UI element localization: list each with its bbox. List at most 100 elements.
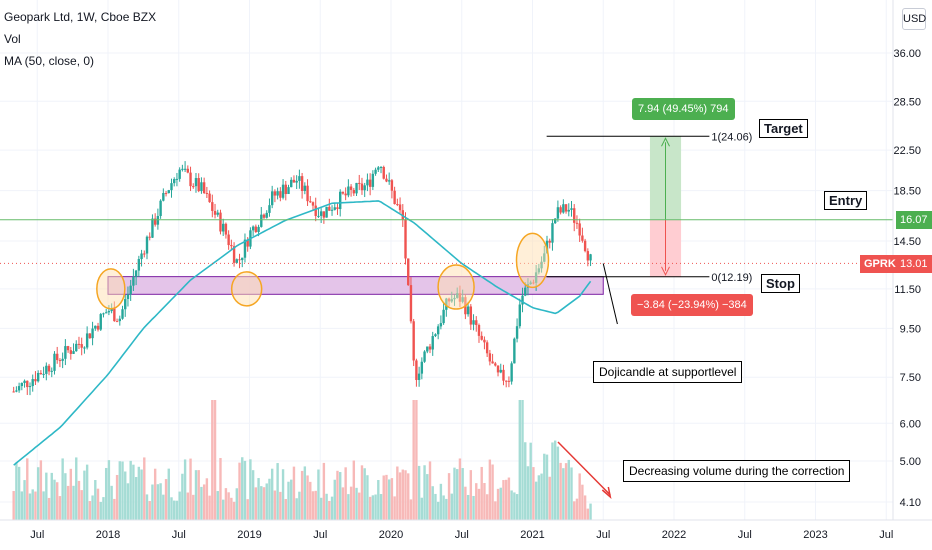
volume-bar — [241, 457, 244, 520]
volume-bar — [496, 488, 500, 520]
candle-body — [173, 179, 176, 184]
volume-bar — [426, 474, 429, 520]
volume-bar — [159, 483, 162, 520]
candle-body — [126, 294, 130, 300]
volume-bar — [428, 461, 432, 520]
volume-bar — [50, 472, 53, 520]
candle-body — [374, 169, 377, 174]
volume-bar — [564, 463, 568, 520]
candle-body — [270, 191, 274, 206]
candle-body — [34, 379, 37, 382]
volume-bar — [390, 478, 394, 520]
candle-body — [385, 178, 388, 182]
volume-bar — [273, 490, 277, 520]
candle-body — [396, 204, 399, 206]
volume-bar — [58, 496, 62, 520]
volume-bar — [213, 400, 217, 520]
candle-body — [251, 226, 255, 231]
volume-bar — [447, 473, 451, 520]
candle-body — [355, 182, 358, 194]
candle-body — [279, 191, 282, 198]
candle-body — [50, 370, 53, 372]
volume-bar — [251, 470, 255, 520]
candle-body — [262, 214, 266, 218]
time-axis: Jul 2018 Jul 2019 Jul 2020 Jul 2021 Jul 2022 Jul 20… — [0, 519, 932, 541]
volume-bar — [314, 490, 317, 520]
volume-bar — [216, 491, 219, 520]
volume-bar — [502, 480, 505, 520]
volume-bar — [339, 472, 342, 520]
volume-trend-arrow-head — [601, 486, 612, 500]
candle-body — [333, 207, 336, 210]
volume-bar — [56, 482, 59, 520]
candle-body — [548, 240, 551, 243]
volume-bar — [578, 473, 581, 520]
volume-bar — [573, 501, 576, 520]
candle-body — [336, 207, 339, 210]
volume-bar — [104, 467, 108, 520]
candle-body — [521, 295, 524, 305]
time-tick-label: 2023 — [803, 529, 827, 541]
volume-bar — [472, 495, 475, 520]
volume-bar — [499, 487, 502, 520]
time-tick-label: 2018 — [96, 529, 120, 541]
volume-bar — [456, 469, 459, 520]
candle-body — [232, 246, 236, 263]
candle-body — [339, 191, 342, 210]
candle-body — [349, 186, 353, 190]
volume-bar — [330, 496, 334, 520]
candle-body — [235, 259, 239, 263]
candle-body — [442, 309, 445, 324]
volume-bar — [336, 470, 339, 520]
volume-bar — [292, 466, 296, 520]
candle-body — [194, 178, 198, 187]
volume-bar — [124, 471, 127, 520]
price-tick-label: 9.50 — [900, 323, 921, 335]
volume-bar — [235, 488, 239, 520]
volume-bar — [66, 485, 70, 520]
candle-body — [113, 308, 116, 322]
candle-body — [281, 184, 285, 198]
volume-bar — [238, 462, 241, 520]
volume-bar — [453, 467, 456, 520]
volume-bar — [311, 491, 315, 520]
volume-bar — [118, 461, 121, 520]
currency-button[interactable]: USD — [902, 8, 926, 30]
candle-body — [153, 218, 157, 225]
candle-body — [407, 258, 410, 286]
candle-body — [69, 350, 73, 354]
volume-bar — [246, 499, 249, 520]
volume-bar — [178, 491, 181, 520]
price-tick-label: 7.50 — [900, 372, 921, 384]
candle-body — [186, 168, 190, 173]
candle-body — [322, 211, 326, 218]
time-tick-label: 2020 — [379, 529, 403, 541]
ma50-line — [13, 200, 592, 466]
volume-bar — [545, 454, 549, 520]
candle-body — [254, 226, 258, 232]
volume-bar — [143, 457, 146, 520]
candle-body — [358, 182, 361, 184]
candle-body — [311, 202, 315, 206]
volume-bar — [295, 498, 298, 520]
volume-bar — [173, 500, 176, 520]
candle-body — [287, 187, 290, 195]
candle-body — [578, 223, 581, 236]
time-tick-label: Jul — [596, 529, 610, 541]
ma-legend: MA (50, close, 0) — [4, 54, 95, 68]
candle-body — [377, 167, 380, 170]
volume-bar — [589, 503, 592, 520]
candle-body — [488, 353, 492, 362]
candle-body — [107, 311, 111, 313]
candle-body — [96, 325, 100, 330]
volume-bar — [507, 477, 511, 520]
candle-body — [208, 193, 211, 203]
volume-bar — [153, 468, 157, 520]
volume-bar — [287, 481, 290, 520]
volume-bar — [64, 473, 67, 520]
volume-bar — [420, 497, 424, 520]
candle-body — [562, 204, 565, 213]
volume-bar — [208, 495, 211, 520]
volume-bar — [306, 475, 309, 520]
